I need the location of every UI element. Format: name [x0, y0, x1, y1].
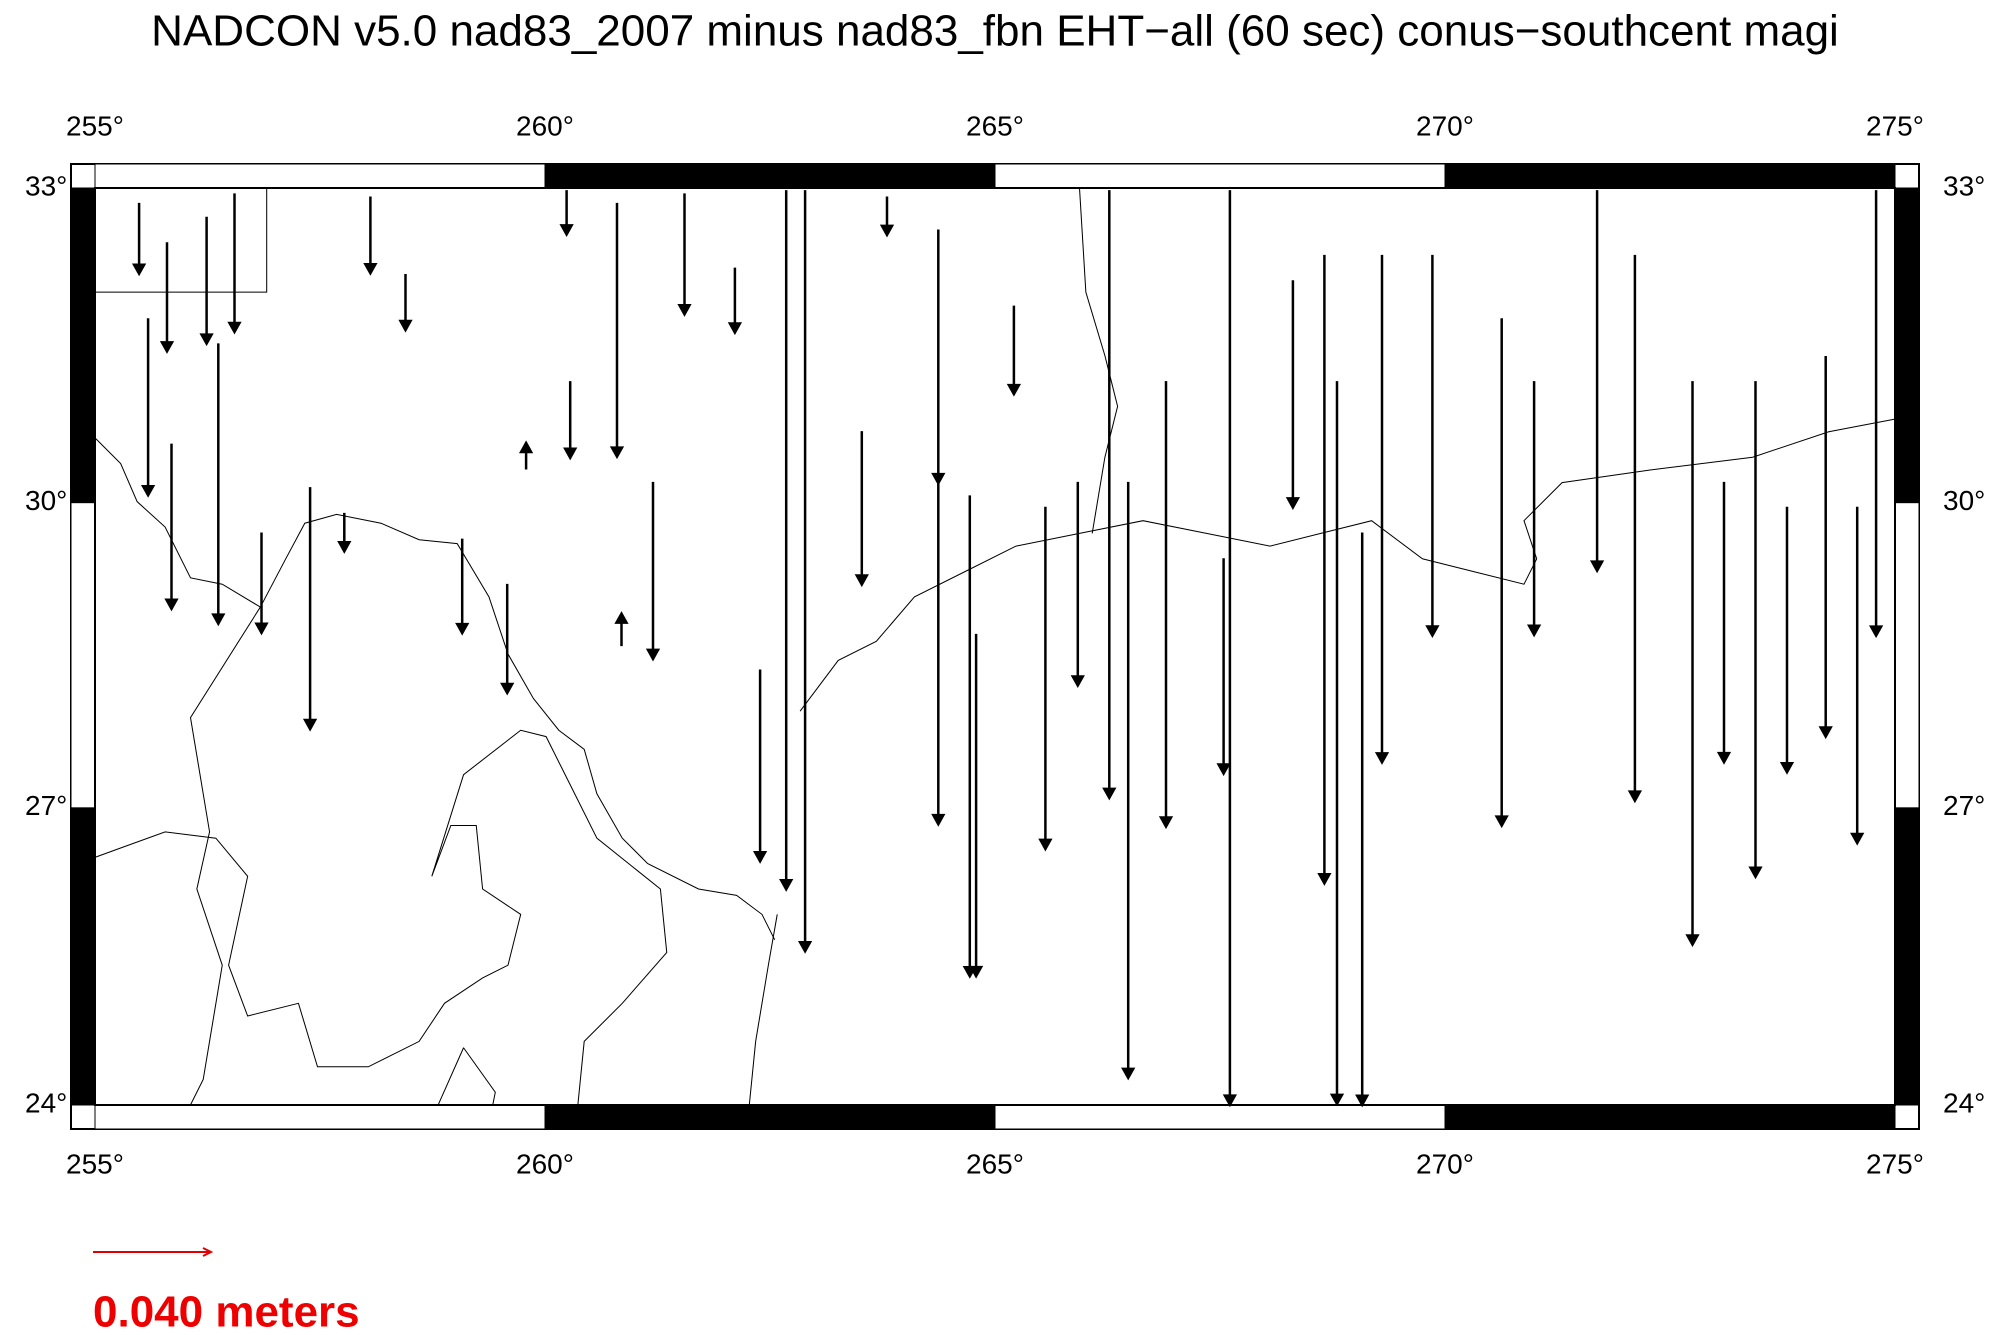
- vector-arrow: [398, 273, 413, 333]
- vector-arrow: [1850, 506, 1865, 846]
- vector-arrow: [1216, 558, 1231, 777]
- y-tick-label: 27°: [25, 790, 67, 821]
- x-tick-label: 255°: [66, 110, 124, 141]
- vector-arrow: [779, 190, 794, 892]
- vector-arrow: [1526, 381, 1542, 638]
- frame-bar: [1894, 502, 1920, 809]
- vector-arrow: [609, 202, 625, 460]
- y-tick-label: 30°: [25, 485, 67, 516]
- x-tick-label: 255°: [66, 1148, 124, 1179]
- frame-bar: [70, 807, 96, 1106]
- vector-arrow: [1374, 254, 1390, 765]
- x-tick-label: 265°: [966, 1148, 1024, 1179]
- vector-arrow: [131, 202, 147, 277]
- vector-arrow: [752, 669, 768, 864]
- vector-arrow: [1589, 190, 1605, 574]
- y-tick-label: 24°: [1943, 1087, 1985, 1118]
- vector-arrows: [131, 190, 1884, 1108]
- vector-arrow: [1355, 532, 1370, 1108]
- frame-bar: [994, 163, 1446, 189]
- x-tick-label: 265°: [966, 110, 1024, 141]
- vector-arrow: [879, 196, 895, 238]
- borders: [94, 187, 1895, 1106]
- vector-arrow: [1121, 481, 1136, 1081]
- vector-arrow: [1685, 381, 1700, 948]
- vector-arrow: [518, 440, 534, 470]
- vector-arrow: [164, 443, 179, 612]
- vector-arrow: [363, 196, 378, 276]
- vector-arrow: [199, 216, 214, 347]
- vector-arrow: [1494, 318, 1509, 829]
- frame-bar: [544, 1104, 996, 1130]
- x-tick-label: 275°: [1866, 110, 1924, 141]
- y-tick-label: 27°: [1943, 790, 1985, 821]
- vector-arrow: [337, 512, 352, 554]
- vector-arrow: [1222, 190, 1238, 1108]
- frame-outer: [70, 163, 1920, 1130]
- x-tick-label: 260°: [516, 1148, 574, 1179]
- scale-legend: 0.040 meters: [93, 1247, 360, 1335]
- frame-bar: [994, 1104, 1446, 1130]
- vector-arrow: [1627, 254, 1643, 804]
- y-tick-label: 33°: [25, 170, 67, 201]
- vector-arrow: [159, 242, 175, 354]
- vector-arrow: [302, 487, 318, 732]
- map-frame: 255° 255° 260° 260° 265° 265° 270° 270° 275° 275°…: [25, 110, 1985, 1179]
- vector-arrow: [931, 481, 946, 827]
- vector-arrow: [1716, 481, 1732, 765]
- vector-arrow: [140, 318, 156, 498]
- vector-arrow: [1038, 506, 1053, 852]
- frame-bar: [1894, 187, 1920, 504]
- vector-arrow: [1317, 254, 1332, 886]
- vector-arrow: [1070, 481, 1085, 689]
- y-tick-label: 24°: [25, 1087, 67, 1118]
- frame-bar: [544, 163, 996, 189]
- vector-arrow: [227, 193, 242, 335]
- vector-arrow: [500, 583, 515, 696]
- vector-arrow: [1748, 381, 1763, 880]
- vector-arrow: [1102, 190, 1117, 801]
- vector-arrow: [968, 633, 984, 979]
- vector-arrow: [797, 190, 813, 954]
- y-tick-label: 33°: [1943, 170, 1985, 201]
- frame-bar: [1444, 1104, 1896, 1130]
- scale-arrow: [93, 1247, 214, 1257]
- x-tick-label: 270°: [1416, 110, 1474, 141]
- vector-arrow: [614, 611, 629, 647]
- frame-bar: [70, 502, 96, 809]
- vector-arrow: [455, 538, 470, 636]
- vector-arrow: [559, 190, 574, 237]
- vector-arrow: [1868, 190, 1884, 639]
- vector-arrow: [1818, 355, 1833, 740]
- vector-arrow: [931, 229, 946, 486]
- vector-arrow: [1158, 381, 1174, 830]
- x-tick-label: 275°: [1866, 1148, 1924, 1179]
- frame-bar: [94, 163, 546, 189]
- vector-arrow: [854, 431, 869, 588]
- vector-arrow: [677, 193, 692, 317]
- vector-arrow: [1425, 254, 1440, 639]
- y-tick-label: 30°: [1943, 485, 1985, 516]
- frame-bar: [1444, 163, 1896, 189]
- frame-bar: [94, 1104, 546, 1130]
- vector-arrow: [1779, 506, 1795, 775]
- vector-arrow: [645, 481, 661, 662]
- x-tick-label: 270°: [1416, 1148, 1474, 1179]
- x-tick-label: 260°: [516, 110, 574, 141]
- vector-arrow: [1006, 305, 1022, 397]
- frame-bar: [70, 187, 96, 504]
- map-area: [94, 187, 1896, 1106]
- vector-arrow: [211, 343, 226, 627]
- vector-arrow: [1285, 280, 1301, 511]
- vector-arrow: [563, 381, 578, 461]
- vector-arrow: [1329, 381, 1345, 1107]
- vector-arrow: [727, 267, 743, 336]
- title: NADCON v5.0 nad83_2007 minus nad83_fbn E…: [151, 7, 1839, 56]
- scale-label: 0.040 meters: [93, 1288, 360, 1335]
- vector-arrow: [254, 532, 269, 636]
- frame-bar: [1894, 807, 1920, 1106]
